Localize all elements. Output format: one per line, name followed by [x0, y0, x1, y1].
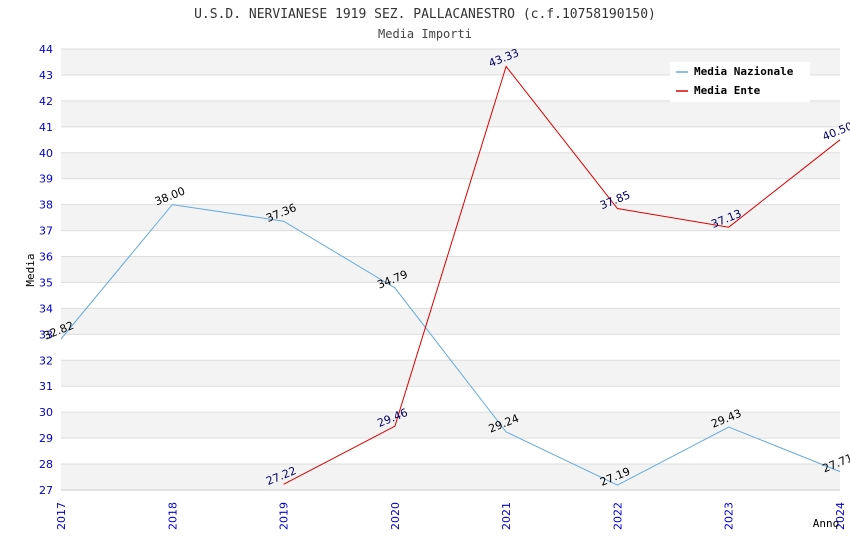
- y-tick-label: 31: [39, 380, 53, 393]
- grid-band: [61, 308, 840, 335]
- y-tick-label: 43: [39, 69, 53, 82]
- grid-band: [61, 360, 840, 387]
- series-line-media-ente: [283, 65, 841, 485]
- y-tick-label: 42: [39, 95, 53, 108]
- x-tick-label: 2021: [500, 502, 513, 530]
- data-label: 32.82: [42, 319, 76, 343]
- x-tick-label: 2023: [723, 502, 736, 530]
- y-tick-label: 38: [39, 199, 53, 212]
- x-axis-label: Anno: [813, 517, 840, 530]
- grid-band: [61, 152, 840, 179]
- grid-band: [61, 464, 840, 490]
- y-tick-label: 34: [39, 302, 53, 315]
- y-tick-labels: 27 28 29 30 31 32 33 34 35 36 37 38 39 40 41 42 43 44: [39, 43, 53, 497]
- y-tick-label: 39: [39, 173, 53, 186]
- y-tick-label: 30: [39, 406, 53, 419]
- y-tick-label: 33: [39, 328, 53, 341]
- chart-title: U.S.D. NERVIANESE 1919 SEZ. PALLACANESTR…: [194, 7, 656, 22]
- x-tick-label: 2019: [278, 502, 291, 530]
- legend-label-media-nazionale: Media Nazionale: [694, 65, 794, 78]
- x-tick-label: 2017: [55, 502, 68, 530]
- x-tick-label: 2024: [834, 502, 847, 530]
- grid-band: [61, 204, 840, 231]
- y-tick-label: 27: [39, 484, 53, 497]
- y-tick-label: 29: [39, 432, 53, 445]
- y-tick-label: 44: [39, 43, 53, 56]
- grid-bands: [61, 49, 840, 490]
- legend-box: [670, 62, 810, 102]
- y-tick-label: 40: [39, 147, 53, 160]
- y-tick-label: 36: [39, 251, 53, 264]
- grid-lines: [61, 48, 840, 491]
- y-axis-label: Media: [24, 253, 37, 286]
- y-tick-label: 35: [39, 276, 53, 289]
- chart-subtitle: Media Importi: [378, 27, 472, 41]
- y-tick-label: 32: [39, 354, 53, 367]
- x-tick-labels: 2017 2018 2019 2020 2021 2022 2023 2024: [55, 502, 847, 530]
- grid-band: [61, 256, 840, 283]
- x-tick-label: 2020: [389, 502, 402, 530]
- y-tick-label: 28: [39, 458, 53, 471]
- x-tick-label: 2018: [166, 502, 179, 530]
- y-tick-label: 41: [39, 121, 53, 134]
- grid-band: [61, 412, 840, 439]
- legend: Media Nazionale Media Ente: [670, 62, 810, 102]
- series-lines: [60, 65, 841, 486]
- x-tick-label: 2022: [611, 502, 624, 530]
- y-tick-label: 37: [39, 225, 53, 238]
- grid-band: [61, 100, 840, 127]
- series-line-media-nazionale: [60, 204, 841, 486]
- legend-label-media-ente: Media Ente: [694, 84, 761, 97]
